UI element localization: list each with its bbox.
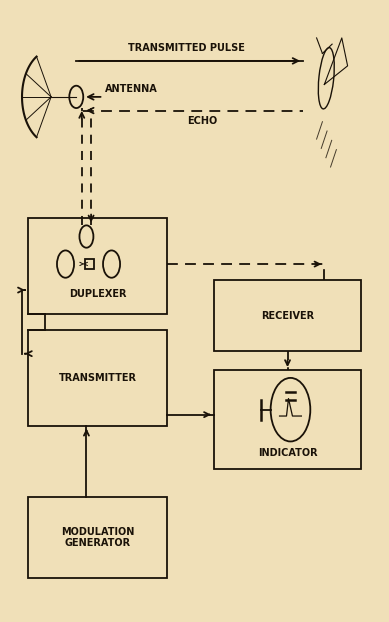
- Text: TRANSMITTED PULSE: TRANSMITTED PULSE: [128, 44, 245, 53]
- Text: INDICATOR: INDICATOR: [258, 448, 317, 458]
- Text: RECEIVER: RECEIVER: [261, 310, 314, 321]
- Bar: [214, 370, 361, 469]
- Bar: [85, 259, 94, 269]
- Text: ANTENNA: ANTENNA: [105, 84, 158, 94]
- Text: MODULATION
GENERATOR: MODULATION GENERATOR: [61, 527, 134, 549]
- Text: ECHO: ECHO: [187, 116, 217, 126]
- Bar: [214, 280, 361, 351]
- Bar: [28, 497, 167, 578]
- Bar: [28, 218, 167, 314]
- Text: TRANSMITTER: TRANSMITTER: [59, 373, 137, 383]
- Bar: [28, 330, 167, 426]
- Text: DUPLEXER: DUPLEXER: [69, 289, 126, 299]
